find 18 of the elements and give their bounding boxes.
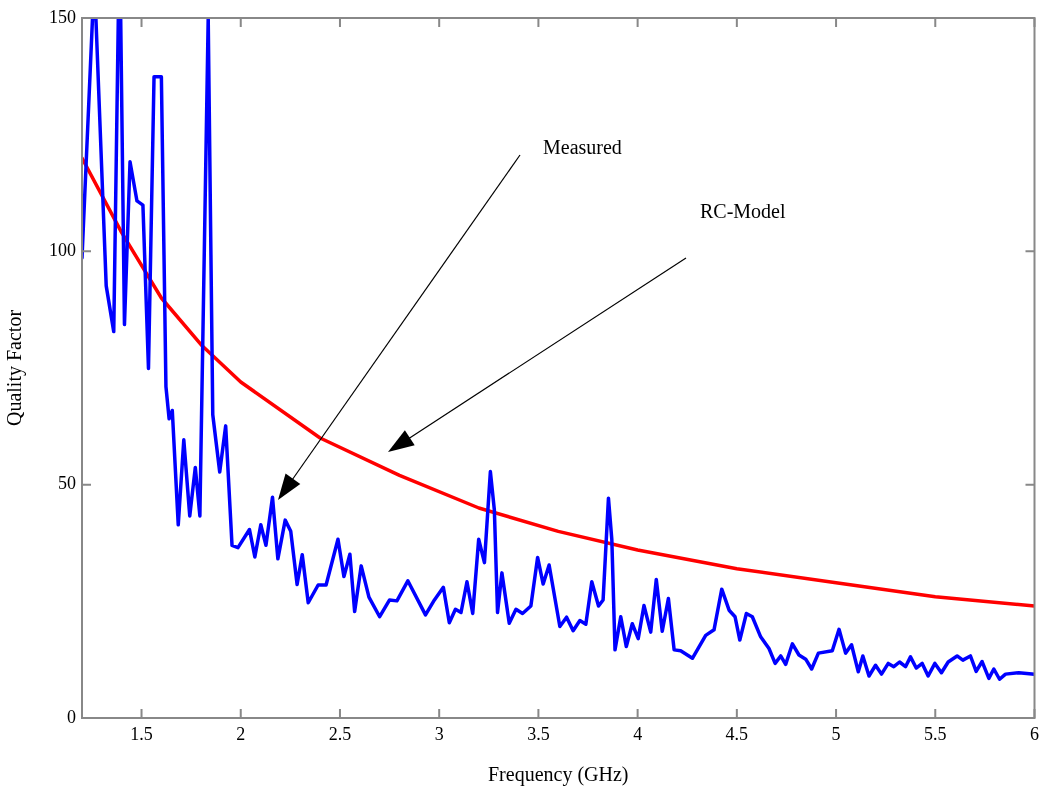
- y-tick-label: 50: [58, 473, 76, 494]
- y-tick-label: 150: [49, 6, 76, 27]
- x-tick-label: 3.5: [527, 723, 550, 744]
- y-tick-label: 100: [49, 240, 76, 261]
- x-tick-label: 4: [633, 723, 643, 744]
- x-tick-label: 2.5: [328, 723, 352, 744]
- x-tick-label: 6: [1030, 723, 1039, 744]
- x-tick-label: 5: [831, 723, 841, 744]
- x-tick-label: 3: [434, 723, 444, 744]
- x-tick-label: 4.5: [725, 723, 749, 744]
- x-tick-label: 1.5: [130, 723, 153, 744]
- x-tick-label: 2: [236, 723, 246, 744]
- x-axis-title: Frequency (GHz): [488, 763, 629, 787]
- annotation: RC-Model: [700, 200, 786, 223]
- y-axis-title: Quality Factor: [3, 309, 27, 427]
- y-tick-label: 0: [67, 706, 76, 727]
- annotation: Measured: [543, 136, 622, 159]
- x-tick-label: 5.5: [924, 723, 947, 744]
